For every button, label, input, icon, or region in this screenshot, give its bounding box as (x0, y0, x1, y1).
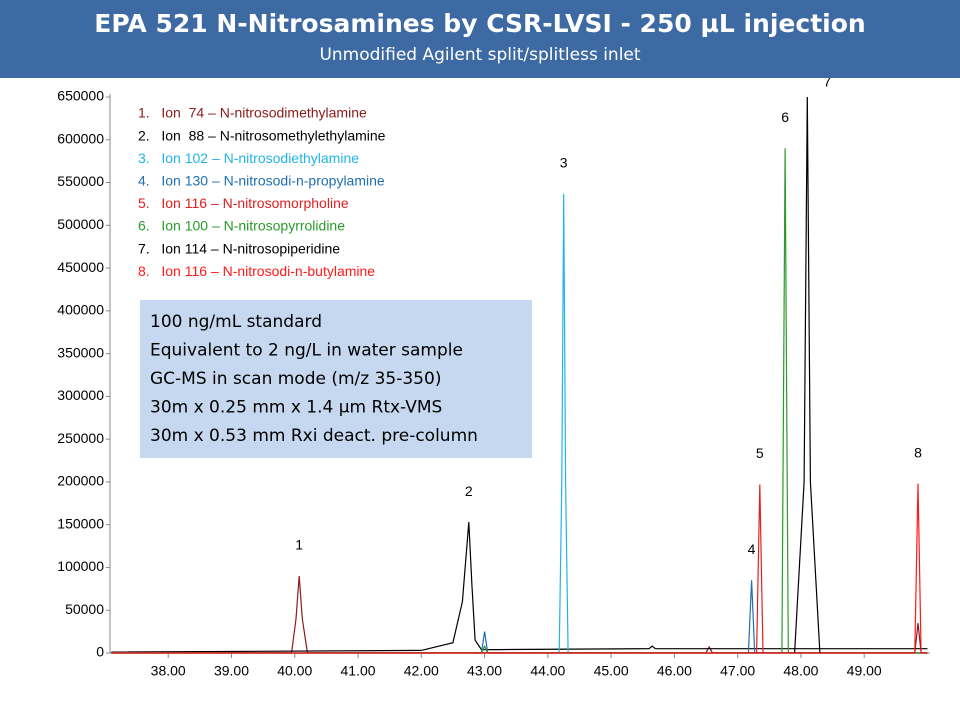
x-tick-label: 47.00 (720, 663, 755, 679)
y-tick-label: 450000 (57, 259, 104, 275)
y-tick-label: 350000 (57, 344, 104, 360)
info-line: 30m x 0.25 mm x 1.4 µm Rtx-VMS (150, 398, 442, 418)
y-tick-label: 300000 (57, 387, 104, 403)
title: EPA 521 N-Nitrosamines by CSR-LVSI - 250… (94, 9, 866, 38)
info-line: GC-MS in scan mode (m/z 35-350) (150, 369, 441, 389)
x-tick-label: 38.00 (151, 663, 186, 679)
trace (111, 580, 928, 654)
y-tick-label: 50000 (65, 601, 104, 617)
trace (111, 484, 928, 654)
info-box (140, 300, 532, 458)
peak-label: 8 (914, 444, 922, 460)
x-tick-label: 44.00 (530, 663, 565, 679)
legend-entry: 8. Ion 116 – N-nitrosodi-n-butylamine (138, 263, 375, 279)
peak-label: 2 (465, 483, 473, 499)
x-tick-label: 40.00 (277, 663, 312, 679)
info-line: Equivalent to 2 ng/L in water sample (150, 341, 463, 361)
legend-entry: 1. Ion 74 – N-nitrosodimethylamine (138, 105, 367, 121)
y-tick-label: 550000 (57, 173, 104, 189)
y-tick-label: 400000 (57, 302, 104, 318)
info-line: 30m x 0.53 mm Rxi deact. pre-column (150, 426, 478, 446)
y-tick-label: 0 (96, 644, 104, 660)
peak-label: 3 (560, 154, 568, 170)
legend-entry: 6. Ion 100 – N-nitrosopyrrolidine (138, 218, 345, 234)
x-tick-label: 48.00 (783, 663, 818, 679)
subtitle: Unmodified Agilent split/splitless inlet (319, 45, 641, 65)
y-tick-label: 650000 (57, 88, 104, 104)
y-tick-label: 600000 (57, 130, 104, 146)
x-tick-label: 42.00 (404, 663, 439, 679)
y-tick-label: 100000 (57, 558, 104, 574)
x-tick-label: 41.00 (341, 663, 376, 679)
legend-entry: 4. Ion 130 – N-nitrosodi-n-propylamine (138, 173, 385, 189)
legend-entry: 3. Ion 102 – N-nitrosodiethylamine (138, 150, 359, 166)
peak-label: 1 (295, 537, 303, 553)
peak-label: 4 (748, 541, 756, 557)
chart: 0500001000001500002000002500003000003500… (57, 78, 930, 679)
x-tick-label: 45.00 (594, 663, 629, 679)
trace (111, 575, 928, 654)
peak-label: 5 (756, 445, 764, 461)
y-tick-label: 200000 (57, 473, 104, 489)
x-tick-label: 39.00 (214, 663, 249, 679)
x-tick-label: 49.00 (847, 663, 882, 679)
header: EPA 521 N-Nitrosamines by CSR-LVSI - 250… (0, 0, 960, 78)
y-tick-label: 500000 (57, 216, 104, 232)
trace (111, 522, 928, 653)
y-tick-label: 250000 (57, 430, 104, 446)
trace (794, 96, 821, 654)
peak-label: 6 (781, 109, 789, 125)
legend-entry: 7. Ion 114 – N-nitrosopiperidine (138, 240, 340, 256)
peak-label: 7 (823, 78, 831, 90)
trace (111, 483, 928, 654)
legend-entry: 5. Ion 116 – N-nitrosomorpholine (138, 195, 349, 211)
legend-entry: 2. Ion 88 – N-nitrosomethylethylamine (138, 127, 386, 143)
x-tick-label: 46.00 (657, 663, 692, 679)
x-tick-label: 43.00 (467, 663, 502, 679)
info-line: 100 ng/mL standard (150, 312, 322, 332)
y-tick-label: 150000 (57, 515, 104, 531)
